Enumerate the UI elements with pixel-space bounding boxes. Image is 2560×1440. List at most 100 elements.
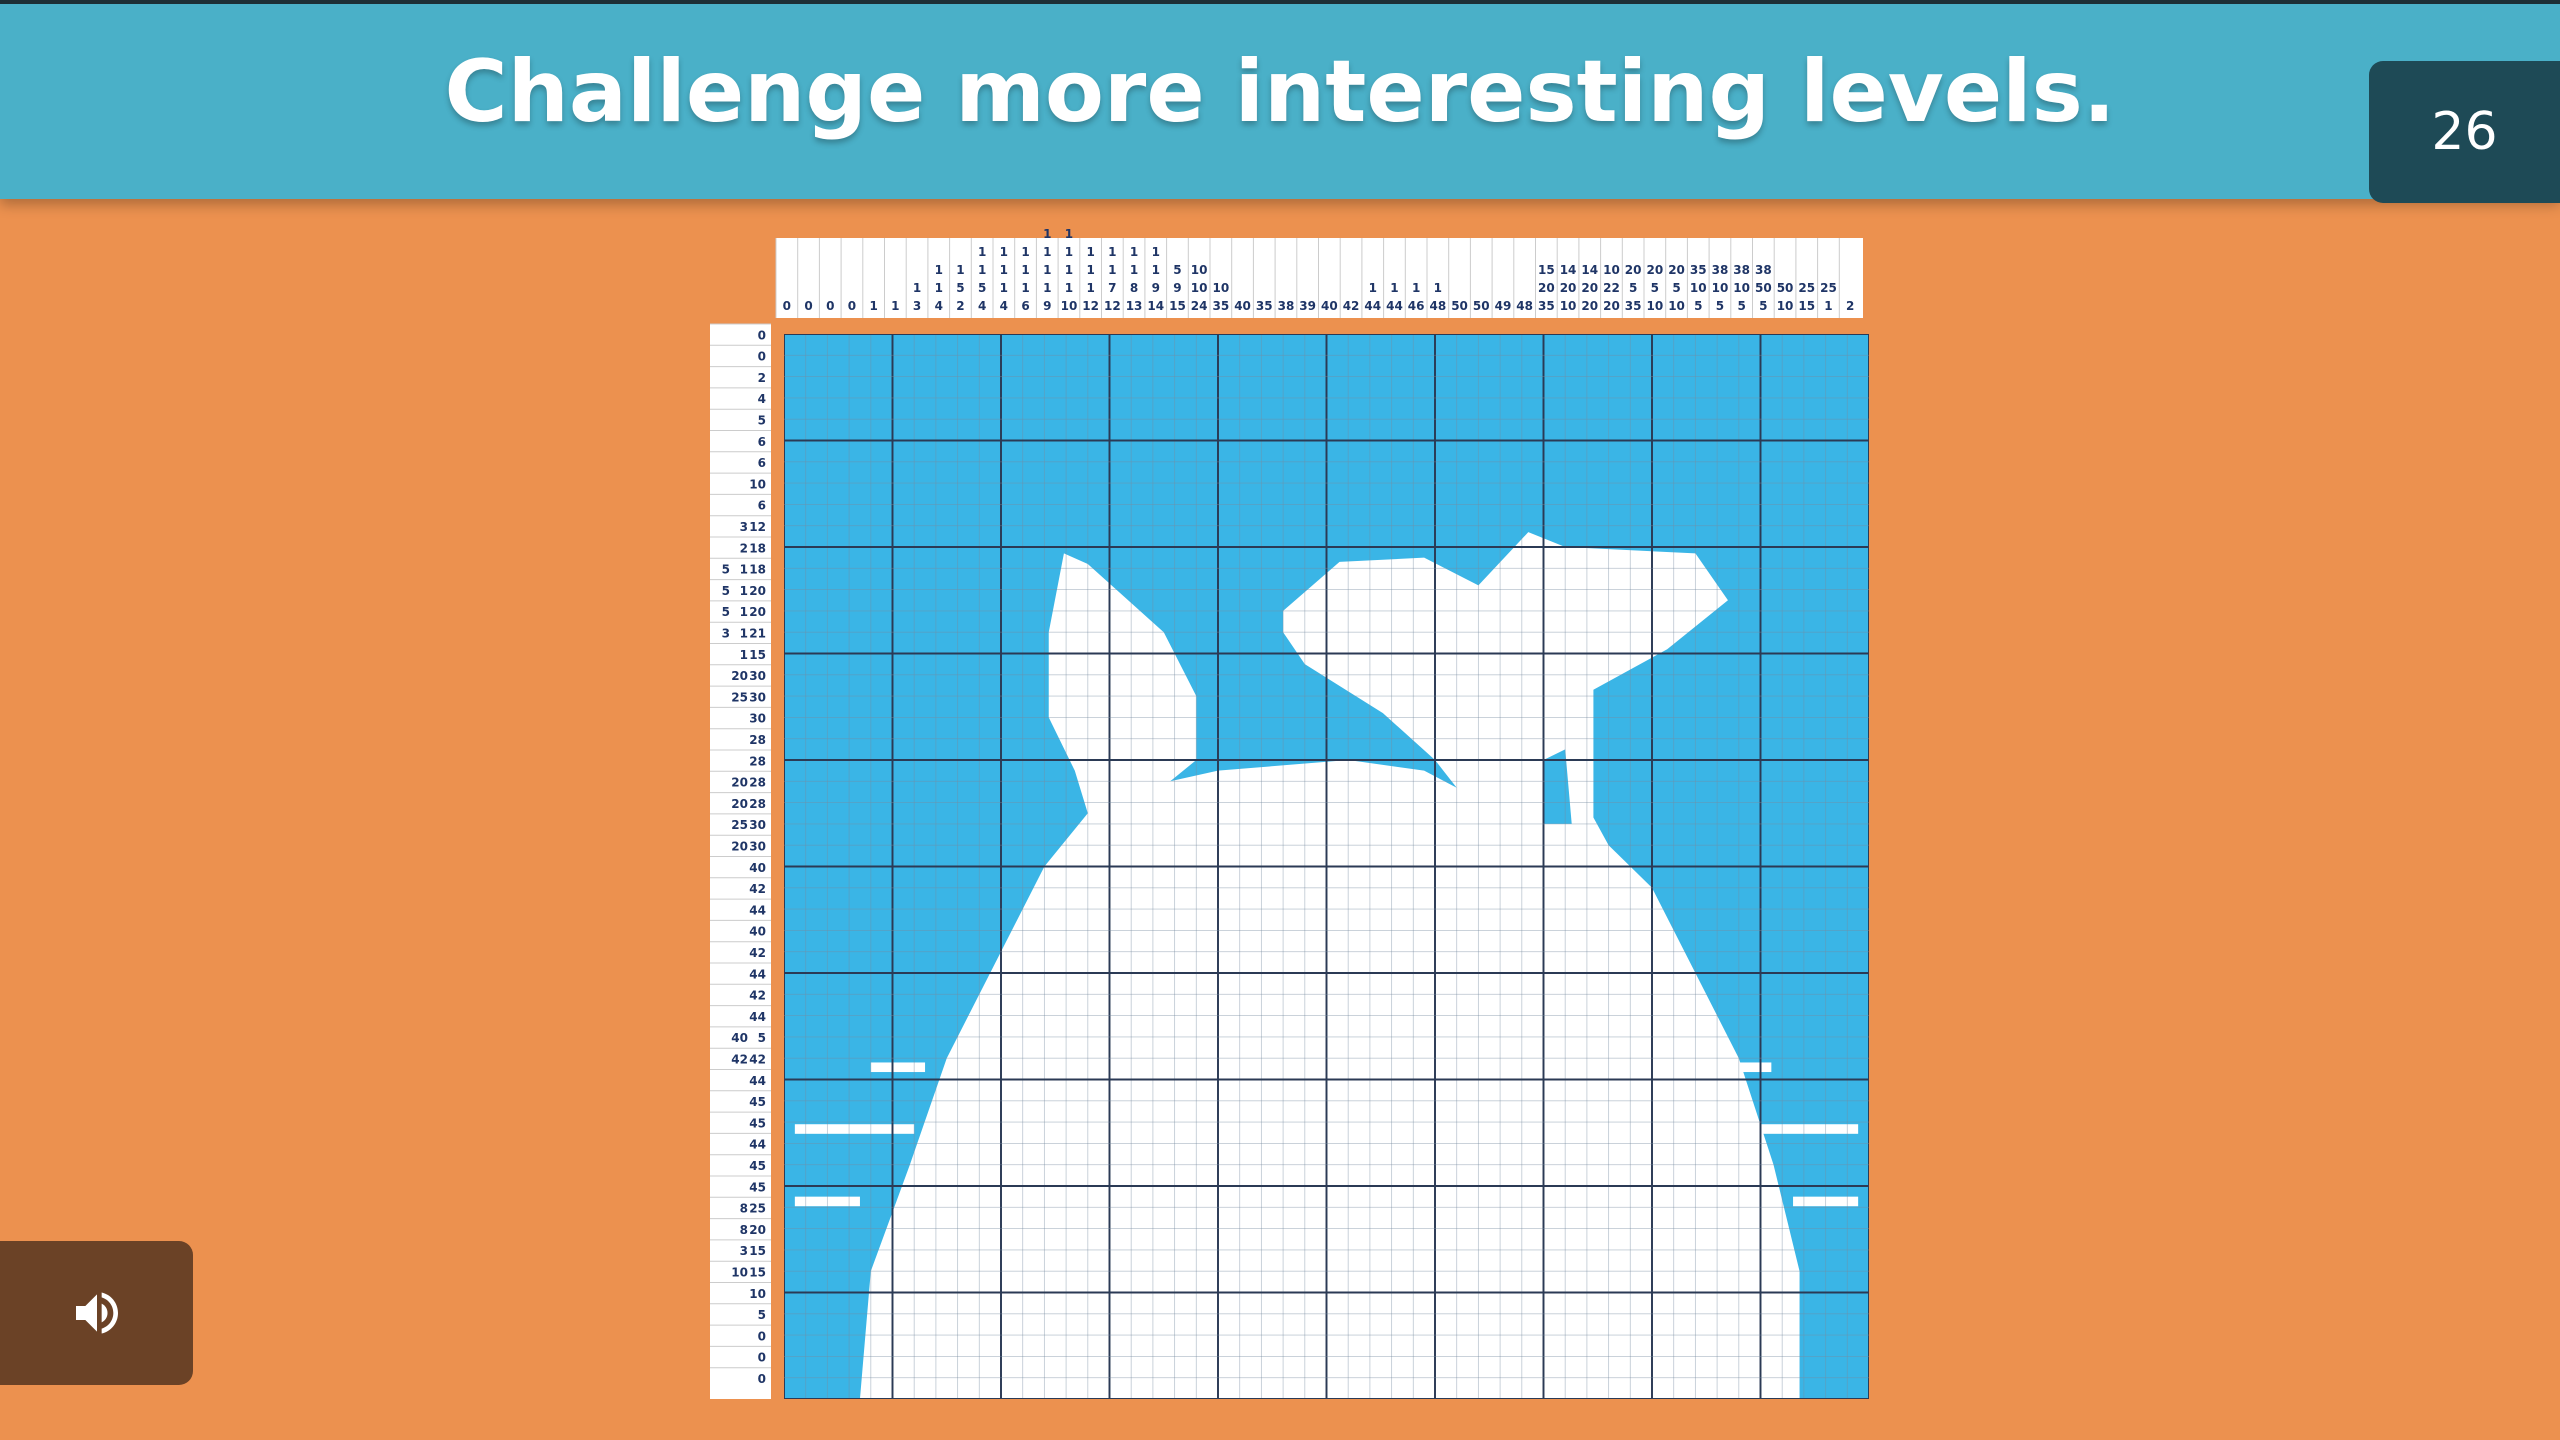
row-clue: 20 <box>749 1223 766 1237</box>
column-clue: 1 <box>1043 263 1051 277</box>
column-clue: 10 <box>1690 281 1707 295</box>
column-clue: 5 <box>1651 281 1659 295</box>
column-clue: 5 <box>1694 299 1702 313</box>
row-clue: 1 <box>740 648 748 662</box>
row-clue-panel <box>710 324 771 1399</box>
row-clue: 8 <box>740 1202 748 1216</box>
column-clue: 3 <box>913 299 921 313</box>
picture-gap <box>1543 749 1572 824</box>
row-clue: 5 <box>758 414 766 428</box>
column-clue: 10 <box>1191 263 1208 277</box>
column-clue: 1 <box>956 263 964 277</box>
column-clue: 22 <box>1603 281 1620 295</box>
column-clue-panel <box>776 238 1863 318</box>
column-clue: 10 <box>1712 281 1729 295</box>
column-clue: 0 <box>826 299 834 313</box>
column-clue: 1 <box>1021 263 1029 277</box>
row-clue: 18 <box>749 563 766 577</box>
column-clue: 1 <box>935 281 943 295</box>
puzzle-grid[interactable] <box>784 334 1869 1399</box>
column-clue: 5 <box>1759 299 1767 313</box>
column-clue: 1 <box>978 263 986 277</box>
column-clue: 25 <box>1820 281 1837 295</box>
column-clue: 1 <box>1130 263 1138 277</box>
column-clue: 38 <box>1278 299 1295 313</box>
column-clue: 20 <box>1603 299 1620 313</box>
speaker-icon <box>75 1292 118 1334</box>
level-number: 26 <box>2369 61 2560 203</box>
whisker <box>870 1062 926 1073</box>
column-clue: 4 <box>978 299 986 313</box>
column-clue: 35 <box>1538 299 1555 313</box>
row-clue: 18 <box>749 541 766 555</box>
row-clue: 20 <box>749 584 766 598</box>
column-clue: 38 <box>1755 263 1772 277</box>
row-clue: 25 <box>731 818 748 832</box>
column-clue: 14 <box>1560 263 1577 277</box>
row-clue: 0 <box>758 328 766 342</box>
column-clue: 1 <box>891 299 899 313</box>
row-clue: 3 <box>740 520 748 534</box>
column-clue: 1 <box>1021 245 1029 259</box>
column-clue: 0 <box>783 299 791 313</box>
row-clue: 1 <box>740 563 748 577</box>
row-clue: 44 <box>749 1010 766 1024</box>
column-clue: 4 <box>1000 299 1008 313</box>
row-clue: 6 <box>758 499 766 513</box>
row-clue: 42 <box>749 989 766 1003</box>
row-clue: 0 <box>758 350 766 364</box>
row-clue: 20 <box>731 840 748 854</box>
column-clue: 1 <box>1065 281 1073 295</box>
row-clue: 1 <box>740 605 748 619</box>
column-clue: 38 <box>1733 263 1750 277</box>
column-clue: 0 <box>848 299 856 313</box>
row-clue: 10 <box>749 477 766 491</box>
column-clue: 40 <box>1321 299 1338 313</box>
row-clue: 3 <box>740 1244 748 1258</box>
column-clue: 50 <box>1755 281 1772 295</box>
column-clue: 1 <box>1108 245 1116 259</box>
column-clue: 1 <box>1043 227 1051 241</box>
column-clue: 5 <box>956 281 964 295</box>
row-clue: 28 <box>749 776 766 790</box>
row-clue: 45 <box>749 1159 766 1173</box>
column-clue: 1 <box>913 281 921 295</box>
column-clue: 10 <box>1061 299 1078 313</box>
column-clue: 10 <box>1603 263 1620 277</box>
column-clue: 14 <box>1581 263 1598 277</box>
row-clue: 10 <box>731 1266 748 1280</box>
row-clue: 21 <box>749 627 766 641</box>
column-clue: 50 <box>1451 299 1468 313</box>
whisker <box>1738 1124 1859 1134</box>
column-clue: 1 <box>1434 281 1442 295</box>
row-clue: 20 <box>731 797 748 811</box>
column-clue: 1 <box>1000 263 1008 277</box>
row-clue: 40 <box>731 1031 748 1045</box>
column-clue: 12 <box>1082 299 1099 313</box>
row-clue: 44 <box>749 903 766 917</box>
row-clue: 10 <box>749 1287 766 1301</box>
title: Challenge more interesting levels. <box>444 42 2116 142</box>
sound-button[interactable] <box>0 1241 193 1385</box>
column-clue: 1 <box>1390 281 1398 295</box>
row-clue: 30 <box>749 712 766 726</box>
column-clue: 10 <box>1777 299 1794 313</box>
column-clue: 1 <box>1065 263 1073 277</box>
column-clue: 20 <box>1581 299 1598 313</box>
column-clue: 35 <box>1690 263 1707 277</box>
row-clue: 30 <box>749 690 766 704</box>
column-clue: 49 <box>1495 299 1512 313</box>
row-clue: 42 <box>749 946 766 960</box>
row-clue: 40 <box>749 861 766 875</box>
whisker <box>794 1196 860 1207</box>
row-clue: 5 <box>758 1031 766 1045</box>
row-clue: 45 <box>749 1116 766 1130</box>
column-clue: 35 <box>1212 299 1229 313</box>
row-clue: 45 <box>749 1095 766 1109</box>
column-clue: 24 <box>1191 299 1208 313</box>
column-clue: 9 <box>1043 299 1051 313</box>
column-clue: 50 <box>1777 281 1794 295</box>
column-clue: 4 <box>935 299 943 313</box>
row-clue: 8 <box>740 1223 748 1237</box>
column-clue: 9 <box>1173 281 1181 295</box>
